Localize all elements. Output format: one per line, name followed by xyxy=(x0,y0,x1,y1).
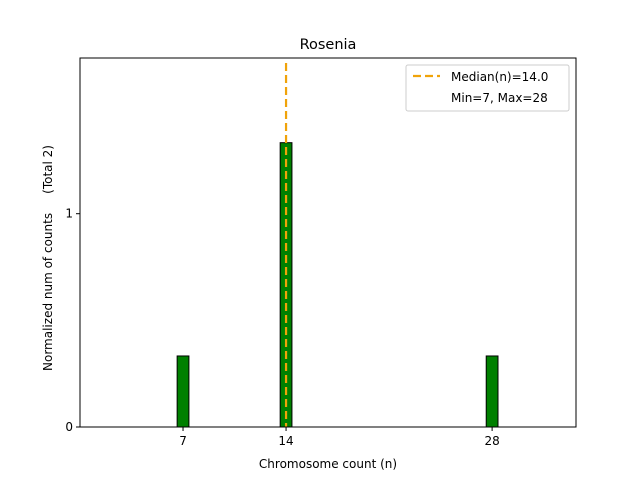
y-tick-label-0: 0 xyxy=(65,420,73,434)
y-axis-label: Normalized num of counts (Total 2) xyxy=(41,145,55,371)
bar-28 xyxy=(485,355,499,428)
y-tick-label-1: 1 xyxy=(65,207,73,221)
legend-entry-median: Median(n)=14.0 xyxy=(451,70,548,84)
legend: Median(n)=14.0 Min=7, Max=28 xyxy=(405,64,570,112)
x-tick-label-14: 14 xyxy=(278,434,293,448)
plot-frame xyxy=(79,57,577,428)
x-tick-label-28: 28 xyxy=(484,434,499,448)
legend-box xyxy=(405,64,570,112)
chart-title: Rosenia xyxy=(300,37,357,53)
x-tick-label-7: 7 xyxy=(179,434,187,448)
x-axis-label: Chromosome count (n) xyxy=(259,457,397,471)
legend-entry-minmax: Min=7, Max=28 xyxy=(451,91,548,105)
bar-7 xyxy=(176,355,190,428)
